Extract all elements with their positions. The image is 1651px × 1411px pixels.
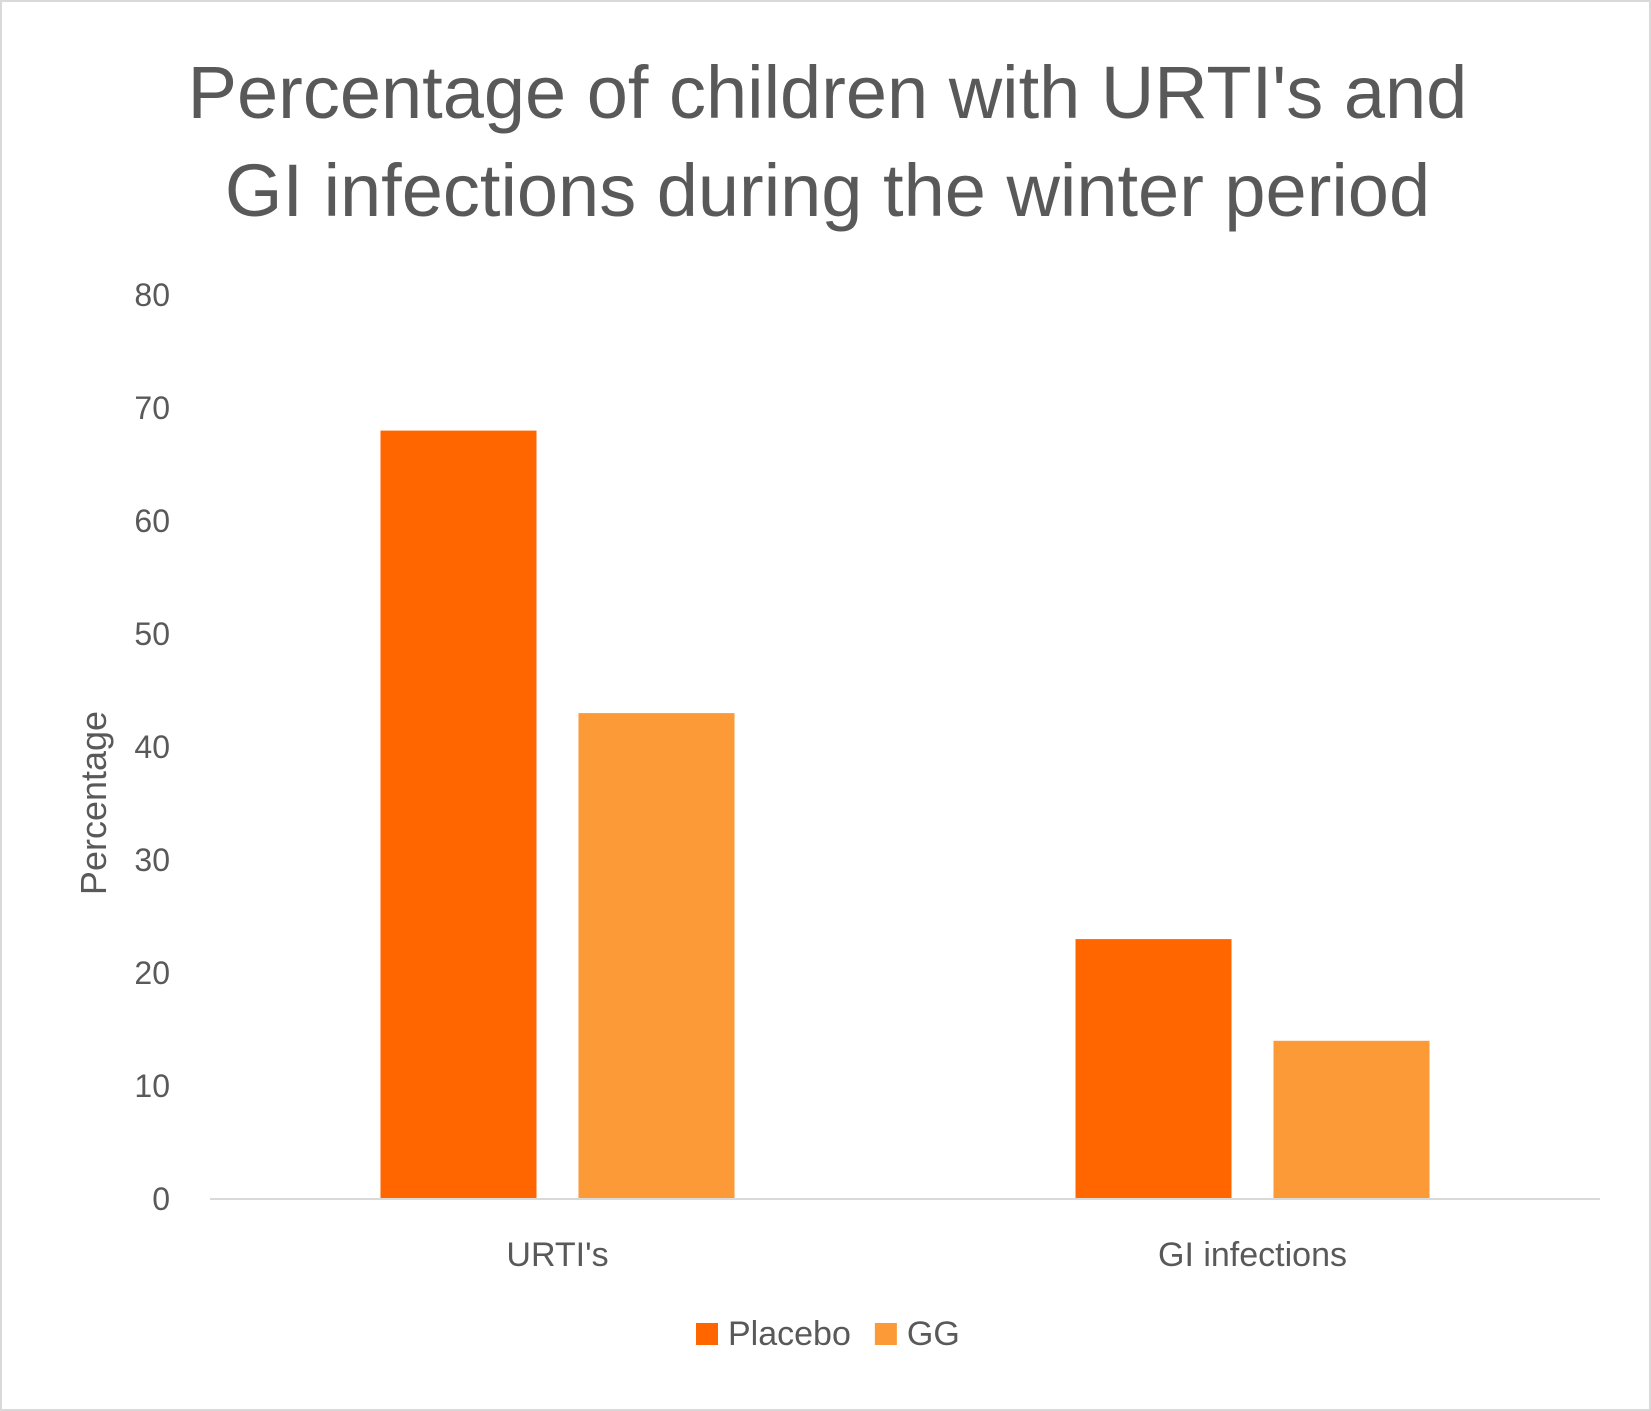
chart-title: Percentage of children with URTI's and G… (2, 44, 1649, 240)
legend-label-placebo: Placebo (728, 1315, 851, 1353)
bar-placebo-0 (380, 430, 537, 1200)
bar-gg-1 (1273, 1040, 1430, 1199)
chart-title-line-1: Percentage of children with URTI's and (187, 51, 1468, 134)
x-category-label: URTI's (506, 1236, 608, 1274)
bar-placebo-1 (1075, 939, 1232, 1199)
y-tick-label: 60 (134, 503, 170, 539)
y-tick-label: 50 (134, 616, 170, 652)
y-tick-label: 30 (134, 842, 170, 878)
legend-swatch-placebo (696, 1323, 718, 1345)
legend-label-gg: GG (907, 1315, 960, 1353)
y-axis-label: Percentage (73, 711, 114, 895)
chart-title-line-2: GI infections during the winter period (224, 149, 1431, 232)
legend-swatch-gg (874, 1323, 897, 1345)
y-tick-label: 10 (134, 1068, 170, 1104)
y-tick-label: 0 (152, 1181, 170, 1217)
y-tick-label: 80 (134, 277, 170, 313)
y-tick-label: 40 (134, 729, 170, 765)
bar-gg-0 (578, 713, 735, 1199)
x-category-label: GI infections (1158, 1236, 1347, 1274)
y-tick-label: 20 (134, 955, 170, 991)
y-tick-label: 70 (134, 390, 170, 426)
